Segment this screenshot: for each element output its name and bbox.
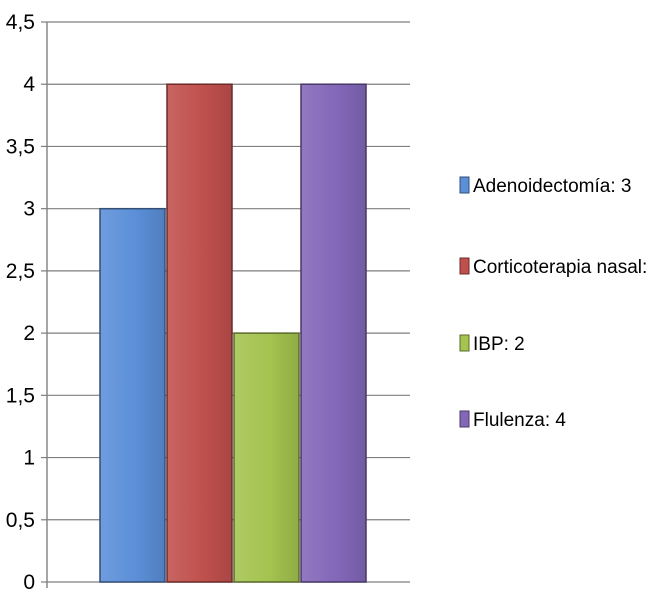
y-tick-label: 2,5	[6, 260, 35, 283]
bar	[300, 83, 367, 583]
y-tick-label: 3,5	[6, 135, 35, 158]
legend-swatch	[459, 410, 470, 428]
y-tick-label: 2	[23, 322, 35, 345]
y-tick-label: 4,5	[6, 11, 35, 34]
y-tick-labels: 0 0,5 1 1,5 2 2,5 3 3,5 4 4,5	[6, 11, 36, 590]
legend-label: Flulenza: 4	[473, 410, 566, 431]
legend: Adenoidectomía: 3 Corticoterapia nasal: 4…	[459, 176, 646, 431]
bar	[166, 83, 233, 583]
legend-label: IBP: 2	[473, 334, 525, 355]
legend-swatch	[459, 334, 470, 352]
y-axis	[41, 21, 48, 588]
legend-label: Adenoidectomía: 3	[473, 176, 631, 197]
legend-swatch	[459, 176, 470, 194]
legend-label: Corticoterapia nasal: 4	[473, 257, 646, 278]
bar	[99, 207, 166, 583]
y-tick-label: 1,5	[6, 384, 35, 407]
y-tick-label: 3	[23, 198, 35, 221]
y-tick-label: 4	[23, 73, 35, 96]
y-tick-label: 0	[23, 571, 35, 590]
bar	[233, 332, 300, 583]
y-tick-label: 1	[23, 447, 35, 470]
y-tick-label: 0,5	[6, 509, 35, 532]
bars	[99, 83, 367, 583]
legend-swatch	[459, 257, 470, 275]
